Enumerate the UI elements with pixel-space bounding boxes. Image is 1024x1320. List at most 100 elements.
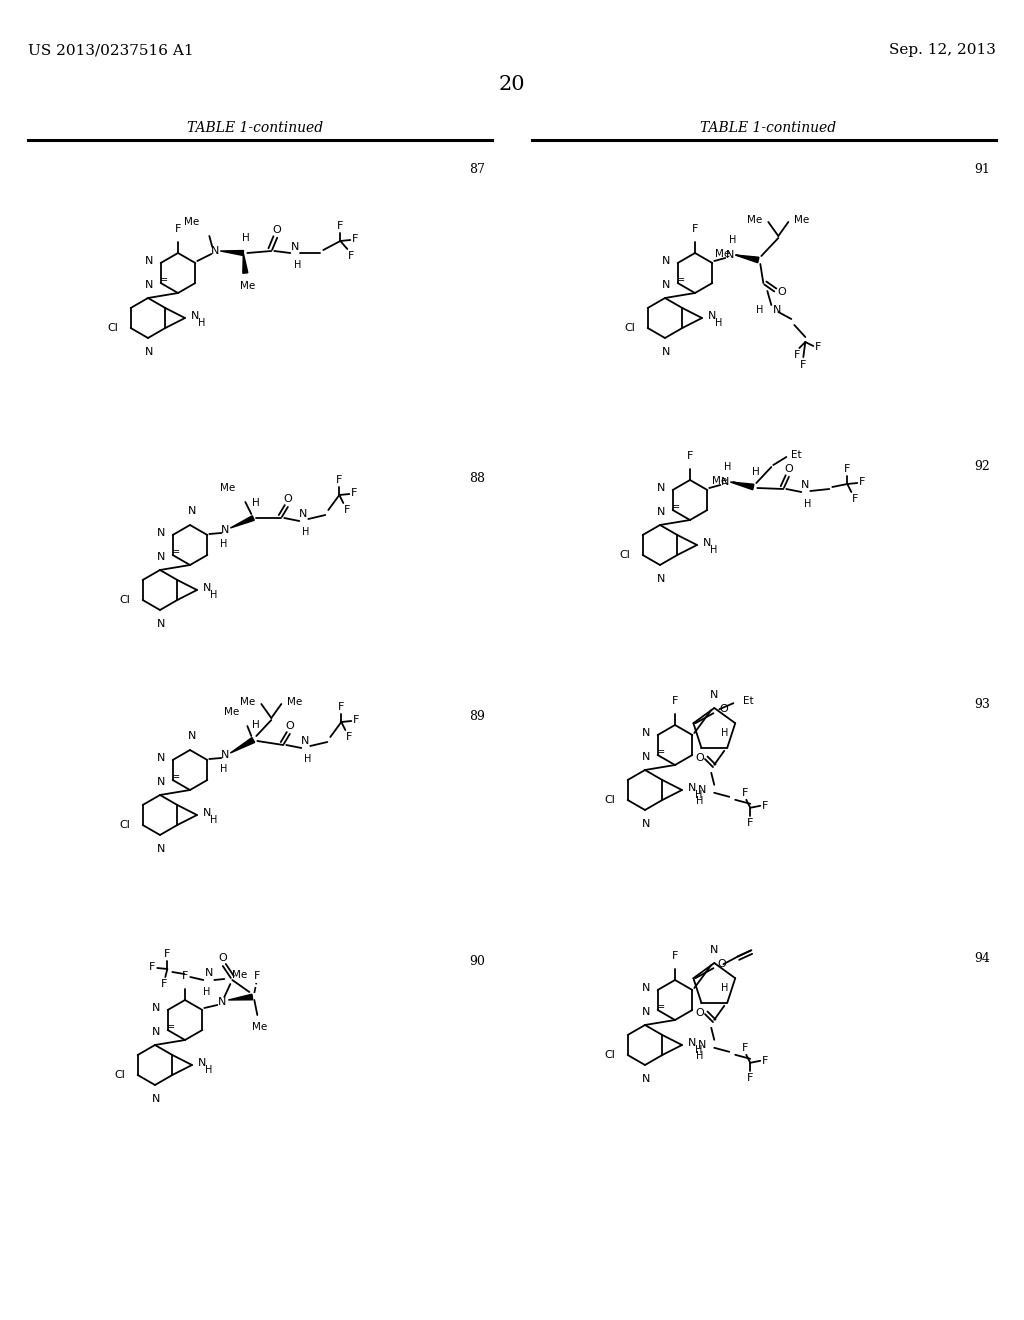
Text: N: N xyxy=(698,1040,707,1049)
Text: H: H xyxy=(304,754,311,764)
Text: O: O xyxy=(285,721,294,731)
Text: =: = xyxy=(677,275,685,285)
Text: F: F xyxy=(254,972,260,981)
Text: N: N xyxy=(187,506,197,516)
Text: N: N xyxy=(688,1038,696,1048)
Text: N: N xyxy=(158,752,166,763)
Text: H: H xyxy=(721,983,728,993)
Text: F: F xyxy=(672,696,678,706)
Text: TABLE 1-continued: TABLE 1-continued xyxy=(700,121,836,135)
Text: 93: 93 xyxy=(974,698,990,711)
Text: H: H xyxy=(253,719,260,730)
Text: H: H xyxy=(294,260,301,271)
Text: N: N xyxy=(642,1074,650,1084)
Text: N: N xyxy=(710,690,719,700)
Text: N: N xyxy=(187,731,197,741)
Text: N: N xyxy=(203,583,211,593)
Text: N: N xyxy=(218,997,226,1007)
Text: Me: Me xyxy=(232,970,248,979)
Text: Cl: Cl xyxy=(120,595,131,605)
Text: TABLE 1-continued: TABLE 1-continued xyxy=(187,121,323,135)
Text: F: F xyxy=(748,818,754,828)
Text: 89: 89 xyxy=(469,710,485,723)
Text: O: O xyxy=(719,704,728,714)
Text: H: H xyxy=(695,1051,702,1061)
Text: H: H xyxy=(695,796,702,805)
Text: N: N xyxy=(703,539,712,548)
Text: F: F xyxy=(852,494,859,504)
Text: N: N xyxy=(158,528,166,539)
Text: N: N xyxy=(158,777,166,787)
Text: O: O xyxy=(695,752,705,763)
Text: H: H xyxy=(695,1045,702,1055)
Text: =: = xyxy=(672,502,680,512)
Text: F: F xyxy=(336,475,342,484)
Text: N: N xyxy=(710,945,719,954)
Text: N: N xyxy=(642,729,650,738)
Text: N: N xyxy=(205,968,214,978)
Text: F: F xyxy=(692,224,698,234)
Text: F: F xyxy=(148,962,156,972)
Text: N: N xyxy=(221,525,229,535)
Text: N: N xyxy=(153,1003,161,1012)
Text: H: H xyxy=(302,527,309,537)
Text: H: H xyxy=(210,814,217,825)
Text: F: F xyxy=(344,506,350,515)
Text: N: N xyxy=(211,246,219,256)
Text: 20: 20 xyxy=(499,75,525,95)
Text: Me: Me xyxy=(224,708,240,717)
Text: 90: 90 xyxy=(469,954,485,968)
Text: N: N xyxy=(157,843,165,854)
Text: F: F xyxy=(762,1056,769,1065)
Text: F: F xyxy=(348,251,354,261)
Text: N: N xyxy=(657,507,666,517)
Text: O: O xyxy=(695,1007,705,1018)
Text: F: F xyxy=(687,451,693,461)
Text: F: F xyxy=(742,1043,749,1053)
Text: N: N xyxy=(145,280,154,290)
Text: F: F xyxy=(859,477,865,487)
Polygon shape xyxy=(735,255,759,263)
Text: N: N xyxy=(642,818,650,829)
Text: H: H xyxy=(756,305,763,315)
Text: Me: Me xyxy=(288,697,302,708)
Text: Me: Me xyxy=(220,483,236,492)
Text: Me: Me xyxy=(748,215,762,224)
Polygon shape xyxy=(220,251,244,256)
Text: N: N xyxy=(203,808,211,818)
Text: Cl: Cl xyxy=(108,323,119,333)
Text: H: H xyxy=(695,789,702,800)
Text: Sep. 12, 2013: Sep. 12, 2013 xyxy=(889,44,996,57)
Text: F: F xyxy=(175,224,181,234)
Text: Cl: Cl xyxy=(620,550,631,560)
Text: Cl: Cl xyxy=(625,323,636,333)
Text: N: N xyxy=(663,280,671,290)
Text: N: N xyxy=(291,242,299,252)
Text: N: N xyxy=(726,249,734,260)
Text: N: N xyxy=(663,256,671,267)
Text: Cl: Cl xyxy=(120,820,131,830)
Text: N: N xyxy=(642,1007,650,1016)
Text: O: O xyxy=(777,286,786,297)
Text: N: N xyxy=(688,783,696,793)
Text: N: N xyxy=(301,737,309,746)
Text: N: N xyxy=(144,347,154,356)
Text: H: H xyxy=(710,545,718,554)
Text: H: H xyxy=(253,498,260,508)
Text: F: F xyxy=(161,979,168,989)
Text: F: F xyxy=(762,801,769,810)
Text: 88: 88 xyxy=(469,473,485,484)
Text: F: F xyxy=(338,702,344,711)
Text: H: H xyxy=(715,318,722,327)
Text: N: N xyxy=(642,752,650,762)
Text: F: F xyxy=(353,715,359,725)
Text: F: F xyxy=(748,1073,754,1082)
Text: N: N xyxy=(801,480,810,490)
Text: =: = xyxy=(656,747,665,756)
Text: US 2013/0237516 A1: US 2013/0237516 A1 xyxy=(28,44,194,57)
Text: =: = xyxy=(160,275,168,285)
Text: N: N xyxy=(721,477,729,487)
Text: =: = xyxy=(656,1002,665,1012)
Polygon shape xyxy=(230,516,254,528)
Text: N: N xyxy=(145,256,154,267)
